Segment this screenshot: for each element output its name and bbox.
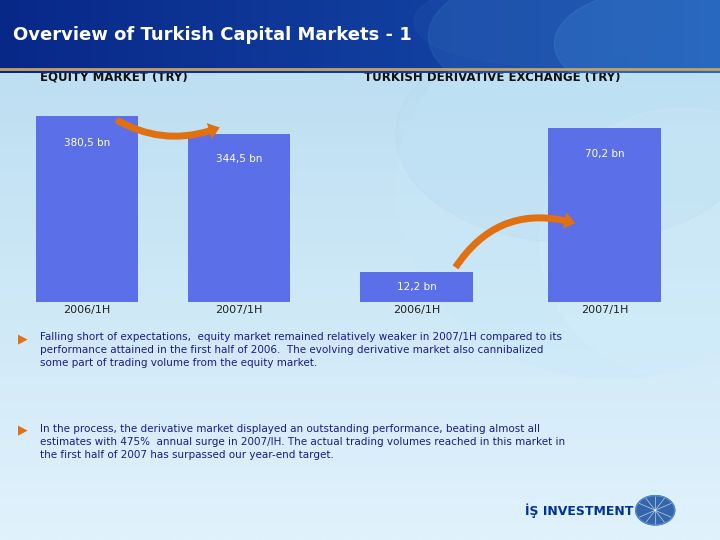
Text: 70,2 bn: 70,2 bn bbox=[585, 150, 624, 159]
Text: EQUITY MARKET (TRY): EQUITY MARKET (TRY) bbox=[40, 71, 187, 84]
Ellipse shape bbox=[428, 0, 720, 109]
Ellipse shape bbox=[396, 27, 720, 243]
Text: ▶: ▶ bbox=[18, 332, 27, 345]
Bar bbox=[360, 272, 473, 302]
Text: 12,2 bn: 12,2 bn bbox=[397, 282, 436, 292]
Circle shape bbox=[636, 496, 675, 525]
Ellipse shape bbox=[396, 0, 720, 378]
Bar bbox=[548, 129, 661, 302]
Ellipse shape bbox=[540, 108, 720, 378]
Text: In the process, the derivative market displayed an outstanding performance, beat: In the process, the derivative market di… bbox=[40, 424, 564, 460]
Text: TURKISH DERIVATIVE EXCHANGE (TRY): TURKISH DERIVATIVE EXCHANGE (TRY) bbox=[364, 71, 620, 84]
Text: 380,5 bn: 380,5 bn bbox=[63, 138, 110, 149]
Text: Falling short of expectations,  equity market remained relatively weaker in 2007: Falling short of expectations, equity ma… bbox=[40, 332, 562, 368]
Text: ▶: ▶ bbox=[18, 424, 27, 437]
Bar bbox=[189, 134, 290, 302]
Bar bbox=[36, 116, 138, 302]
Ellipse shape bbox=[554, 0, 720, 98]
Text: 344,5 bn: 344,5 bn bbox=[216, 154, 263, 164]
Ellipse shape bbox=[414, 0, 666, 65]
Text: Overview of Turkish Capital Markets - 1: Overview of Turkish Capital Markets - 1 bbox=[13, 26, 412, 44]
Text: İŞ INVESTMENT: İŞ INVESTMENT bbox=[525, 503, 634, 517]
